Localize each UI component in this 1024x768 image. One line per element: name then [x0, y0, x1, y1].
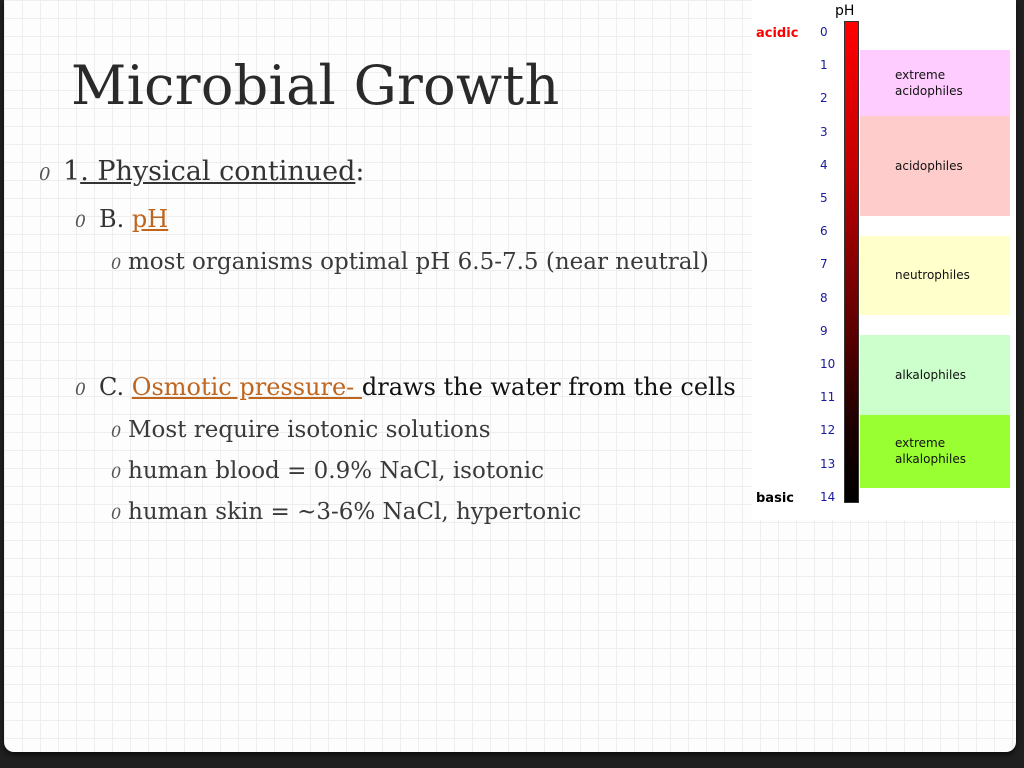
bullet-marker: 0 [111, 463, 122, 482]
bullet-ph: 0 B. pH [75, 205, 168, 233]
ph-band: acidophiles [860, 116, 1010, 216]
ph-band: extreme acidophiles [860, 49, 1010, 116]
bullet-marker: 0 [111, 254, 122, 273]
ph-tick-label: 10 [820, 357, 836, 371]
osmotic-detail-text: human skin = ~3-6% NaCl, hypertonic [128, 499, 582, 525]
osmotic-prefix: C. [99, 373, 132, 401]
ph-detail-text: most organisms optimal pH 6.5-7.5 (near … [128, 249, 709, 275]
physical-number: 1 [63, 156, 81, 187]
ph-tick-label: 11 [820, 390, 836, 405]
bullet-marker: 0 [111, 422, 122, 441]
ph-tick-label: 9 [820, 323, 828, 338]
ph-band: alkalophiles [860, 335, 1010, 415]
acidic-label: acidic [756, 26, 799, 41]
slide: Microbial Growth 0 1. Physical continued:… [4, 0, 1016, 752]
osmotic-detail-text: Most require isotonic solutions [128, 417, 491, 443]
ph-tick-label: 12 [820, 423, 836, 438]
ph-band-label: extreme acidophiles [895, 67, 963, 98]
ph-tick-label: 7 [820, 257, 828, 272]
physical-suffix: : [355, 156, 365, 187]
ph-tick-label: 0 [820, 25, 828, 39]
ph-band-label: acidophiles [895, 158, 963, 173]
ph-tick-label: 13 [820, 456, 836, 471]
ph-tick-label: 3 [820, 124, 828, 139]
ph-tick-label: 1 [820, 58, 828, 73]
bullet-osmotic-detail: 0 Most require isotonic solutions [111, 417, 491, 443]
bullet-ph-detail: 0 most organisms optimal pH 6.5-7.5 (near… [111, 249, 709, 275]
ph-tick-label: 4 [820, 157, 828, 172]
bullet-marker: 0 [39, 164, 51, 185]
ph-scale-figure: pH acidic basic 0 1 2 3 4 5 6 7 8 9 10 11 12 13 14 extr… [752, 0, 1016, 520]
slide-title: Microbial Growth [71, 54, 560, 117]
ph-scale-title: pH [835, 3, 855, 19]
bullet-marker: 0 [75, 380, 86, 400]
ph-tick-label: 6 [820, 224, 828, 239]
bullet-physical: 0 1. Physical continued: [39, 156, 365, 187]
ph-gradient-bar [844, 21, 859, 503]
osmotic-link[interactable]: Osmotic pressure- [131, 373, 362, 401]
ph-band-label: extreme alkalophiles [895, 436, 966, 467]
bullet-marker: 0 [75, 212, 86, 232]
ph-tick-label: 8 [820, 290, 828, 305]
osmotic-rest: draws the water from the cells [361, 373, 736, 401]
ph-band: neutrophiles [860, 235, 1010, 316]
ph-link[interactable]: pH [131, 205, 169, 233]
bullet-osmotic-detail: 0 human blood = 0.9% NaCl, isotonic [111, 458, 544, 484]
ph-tick-label: 14 [820, 489, 836, 504]
physical-label: . Physical continued [80, 156, 356, 187]
basic-label: basic [756, 491, 794, 506]
osmotic-detail-text: human blood = 0.9% NaCl, isotonic [128, 458, 544, 484]
bullet-osmotic: 0 C. Osmotic pressure- draws the water fr… [75, 373, 736, 401]
ph-band-label: neutrophiles [895, 268, 970, 283]
bullet-marker: 0 [111, 504, 122, 523]
ph-tick-label: 5 [820, 191, 828, 205]
ph-tick-label: 2 [820, 91, 828, 106]
bullet-osmotic-detail: 0 human skin = ~3-6% NaCl, hypertonic [111, 499, 581, 525]
ph-band-label: alkalophiles [895, 367, 966, 382]
ph-prefix: B. [99, 205, 132, 233]
ph-band: extreme alkalophiles [860, 414, 1010, 488]
